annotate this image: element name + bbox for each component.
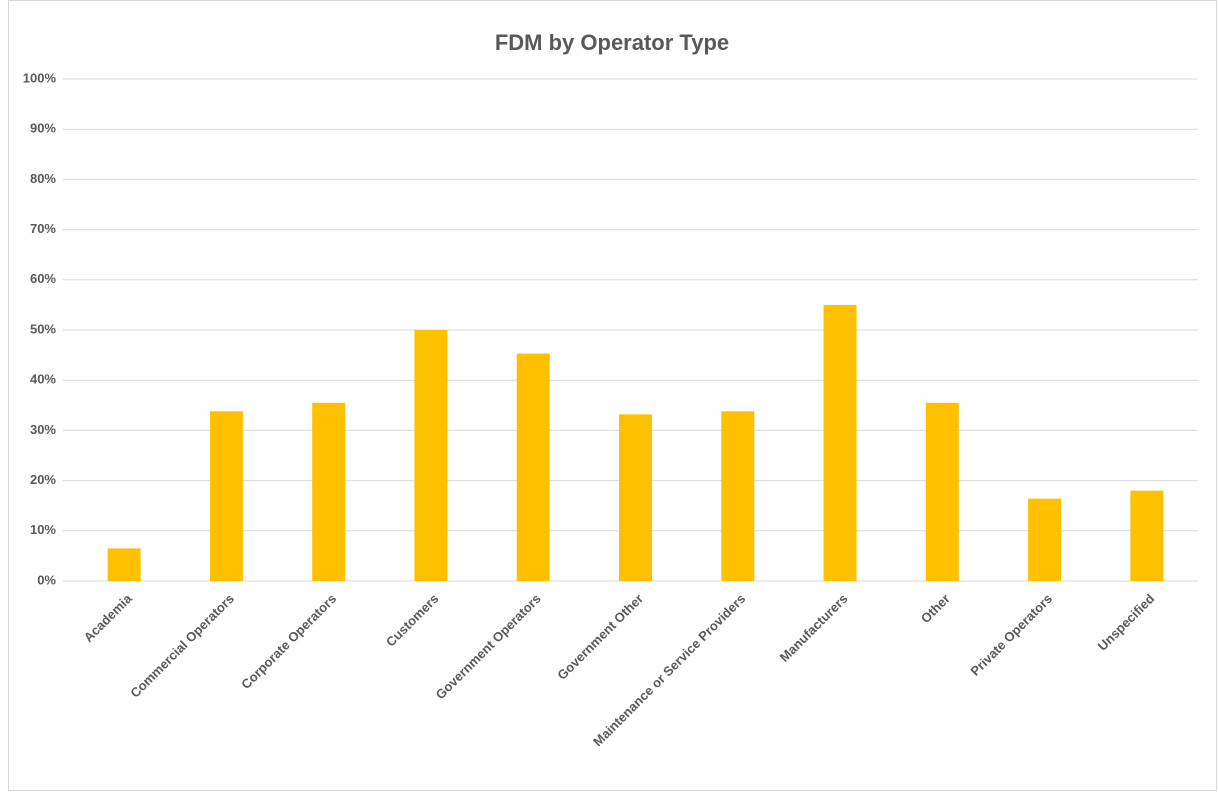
chart-title: FDM by Operator Type [495, 30, 729, 55]
y-tick-label: 100% [23, 70, 57, 85]
y-tick-label: 20% [30, 472, 56, 487]
bar [619, 414, 652, 581]
bar [721, 411, 755, 581]
bar [312, 402, 346, 581]
y-tick-label: 10% [30, 522, 56, 537]
y-tick-label: 60% [30, 271, 56, 286]
bar [209, 411, 243, 581]
y-tick-label: 70% [30, 221, 56, 236]
bar [925, 402, 959, 581]
y-tick-label: 80% [30, 171, 56, 186]
bar [1130, 490, 1164, 581]
y-tick-label: 90% [30, 121, 56, 136]
y-tick-label: 30% [30, 422, 56, 437]
bar [414, 330, 448, 581]
bar [516, 353, 550, 581]
bar [107, 548, 141, 581]
y-tick-label: 0% [37, 572, 56, 587]
bar [823, 304, 857, 581]
y-tick-label: 50% [30, 321, 56, 336]
chart-frame [8, 0, 1217, 791]
y-tick-label: 40% [30, 372, 56, 387]
bar [1028, 498, 1062, 581]
